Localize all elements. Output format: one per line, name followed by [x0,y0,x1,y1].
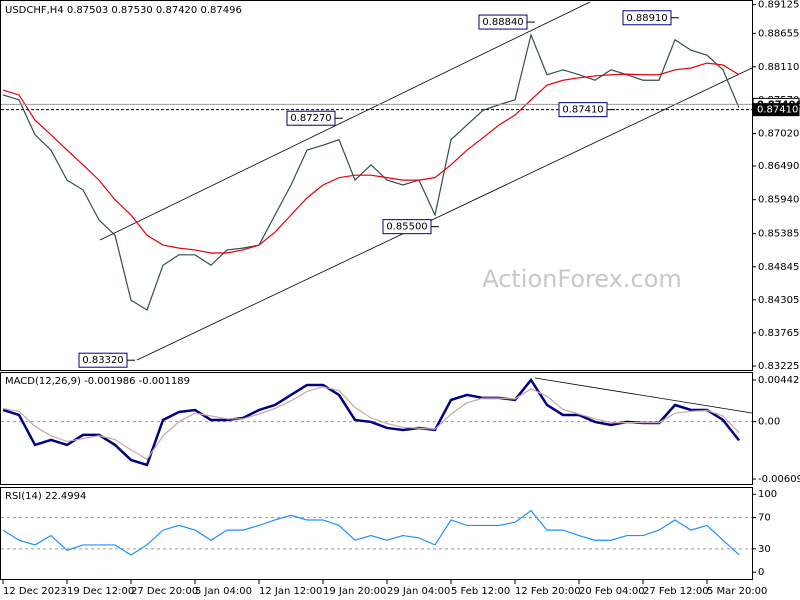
annotation-box [622,10,672,26]
annotation-label: 0.83320 [82,355,123,366]
y-tick-label: 30 [758,544,771,555]
x-tick-label: 29 Jan 04:00 [387,586,450,597]
trend-line [534,377,753,414]
y-tick-label: 0.84845 [758,262,799,273]
y-tick-label: 0.83765 [758,328,799,339]
x-tick-label: 19 Jan 20:00 [323,586,386,597]
y-tick-label: 0.85385 [758,229,799,240]
series-line [2,509,740,556]
series-line [2,386,740,461]
annotation-label: 0.87270 [290,113,331,124]
annotation-box [382,219,432,235]
y-tick-label: 100 [758,489,777,500]
series-line [2,32,740,311]
y-tick-label: 70 [758,513,771,524]
y-tick-label: 0.86490 [758,161,799,172]
annotation-label: 0.85500 [386,222,427,233]
price-panel [0,0,753,371]
annotation-box [558,102,608,118]
y-tick-label: -0.006092 [758,474,800,485]
annotation-label: 0.88910 [626,13,667,24]
y-tick-label: 0.004425 [758,375,800,386]
y-tick-label: 0.83225 [758,361,799,372]
x-tick-label: 12 Dec 2023 [3,586,67,597]
annotation-box [478,14,528,30]
chart-title: USDCHF,H4 0.87503 0.87530 0.87420 0.8749… [5,5,242,16]
y-tick-label: 0.84305 [758,295,799,306]
y-tick-label: 0.85940 [758,195,799,206]
x-tick-label: 27 Dec 20:00 [131,586,198,597]
x-tick-label: 12 Jan 12:00 [259,586,322,597]
x-tick-label: 12 Feb 20:00 [515,586,581,597]
y-tick-label: 0 [758,567,764,578]
annotation-box [286,110,336,126]
rsi-panel [0,487,753,580]
channel-line [99,1,591,241]
price-label: 0.87410 [757,105,798,116]
macd-title: MACD(12,26,9) -0.001986 -0.001189 [5,376,190,387]
x-tick-label: 5 Mar 20:00 [707,586,767,597]
series-line [2,62,740,254]
series-line [2,377,740,467]
y-tick-label: 0.88655 [758,28,799,39]
y-tick-label: 0.88110 [758,62,799,73]
y-tick-label: 0.00 [758,417,780,428]
annotation-box [78,352,128,368]
rsi-title: RSI(14) 22.4994 [5,491,86,502]
x-tick-label: 5 Feb 12:00 [451,586,510,597]
y-tick-label: 0.89125 [758,0,799,11]
x-tick-label: 20 Feb 04:00 [579,586,645,597]
annotation-label: 0.88840 [482,17,523,28]
x-tick-label: 19 Dec 12:00 [67,586,134,597]
channel-line [136,67,753,361]
macd-panel [0,372,753,485]
annotation-label: 0.87410 [562,105,603,116]
x-tick-label: 5 Jan 04:00 [195,586,252,597]
x-tick-label: 27 Feb 12:00 [643,586,709,597]
watermark: ActionForex.com [482,265,682,293]
price-label-box [752,103,800,117]
y-tick-label: 0.87020 [758,129,799,140]
